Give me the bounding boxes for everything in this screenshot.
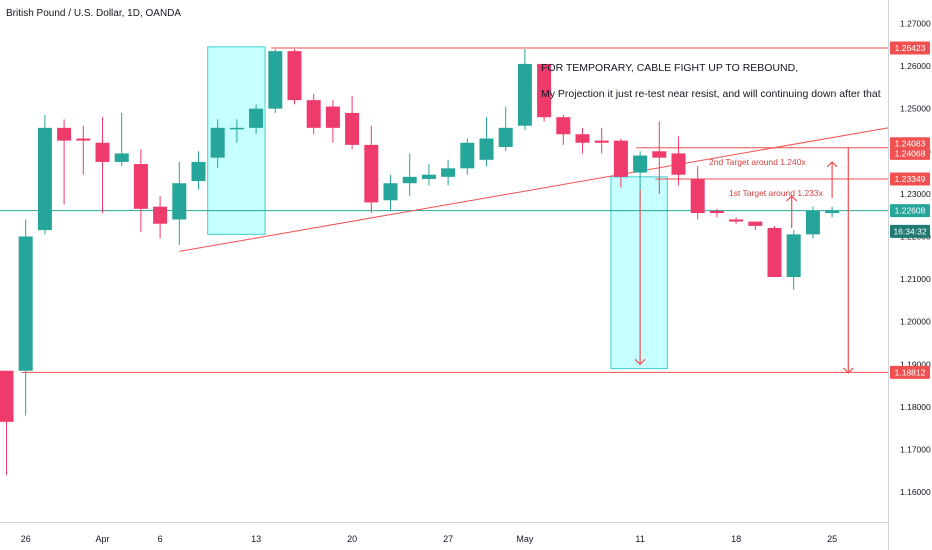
candle-body [383, 183, 398, 201]
candle-body [0, 370, 14, 422]
y-tick-label: 1.20000 [900, 317, 931, 327]
price-label-line: 1.26423 [890, 41, 930, 55]
candle-body [57, 127, 72, 141]
candle-body [498, 127, 513, 148]
x-tick-label: 26 [21, 534, 31, 544]
y-tick-label: 1.21000 [900, 274, 931, 284]
svg-text:1.24083: 1.24083 [895, 139, 926, 149]
candle-body [114, 153, 129, 162]
svg-text:1.26423: 1.26423 [895, 43, 926, 53]
candle-body [652, 151, 667, 158]
candle-body [709, 210, 724, 214]
x-tick-label: 25 [827, 534, 837, 544]
candle-body [479, 138, 494, 160]
candle-body [460, 142, 475, 169]
price-label-line: 1.24068 [890, 146, 930, 160]
y-tick-label: 1.16000 [900, 487, 931, 497]
candle-body [172, 183, 187, 220]
price-label-timer: 16:34:32 [890, 224, 930, 238]
candle-body [210, 127, 225, 158]
chart-title: British Pound / U.S. Dollar, 1D, OANDA [6, 8, 182, 19]
svg-text:1.24068: 1.24068 [895, 148, 926, 158]
svg-text:1.23349: 1.23349 [895, 174, 926, 184]
y-tick-label: 1.17000 [900, 445, 931, 455]
candle-body [287, 51, 302, 101]
x-tick-label: 13 [251, 534, 261, 544]
y-tick-label: 1.19000 [900, 359, 931, 369]
candle-body [671, 153, 686, 175]
candle-body [133, 164, 148, 209]
x-tick-label: 27 [443, 534, 453, 544]
candle-body [613, 140, 628, 177]
candle-body [556, 117, 571, 135]
highlight-box-may [610, 176, 668, 370]
candle-body [37, 127, 52, 231]
candle-body [594, 140, 609, 143]
candle-body [517, 63, 532, 126]
target-2-label: 2nd Target around 1.240x [709, 157, 806, 167]
candle-body [402, 176, 417, 184]
annotation-line-1: FOR TEMPORARY, CABLE FIGHT UP TO REBOUND… [541, 62, 799, 74]
x-tick-label: Apr [95, 534, 109, 544]
candle-body [825, 210, 840, 214]
candle-body [575, 134, 590, 143]
x-tick-label: 6 [158, 534, 163, 544]
x-tick-label: May [516, 534, 534, 544]
y-tick-label: 1.23000 [900, 189, 931, 199]
candle-body [229, 127, 244, 130]
candle-body [364, 144, 379, 203]
candle-body [767, 227, 782, 277]
candle-body [786, 234, 801, 277]
price-label-line: 1.23349 [890, 172, 930, 186]
candle-body [441, 168, 456, 177]
y-tick-label: 1.26000 [900, 61, 931, 71]
candle-body [729, 219, 744, 222]
trend-line [179, 127, 889, 252]
price-label-price: 1.22608 [890, 204, 930, 218]
target-1-label: 1st Target around 1.233x [729, 188, 823, 198]
candle-body [537, 63, 552, 118]
candle-body [76, 138, 91, 141]
price-label-line: 1.18812 [890, 365, 930, 379]
candle-body [690, 178, 705, 214]
candle-body [345, 112, 360, 145]
x-tick-label: 20 [347, 534, 357, 544]
y-tick-label: 1.25000 [900, 104, 931, 114]
candle-body [633, 155, 648, 173]
candle-body [306, 100, 321, 128]
arrow-up-target-2 [826, 161, 838, 199]
candle-body [249, 108, 264, 128]
candle-body [191, 161, 206, 182]
candle-body [153, 206, 168, 224]
candle-body [325, 106, 340, 128]
svg-text:16:34:32: 16:34:32 [893, 226, 926, 236]
arrow-down-projection-1 [634, 189, 646, 366]
x-tick-label: 18 [731, 534, 741, 544]
candle-body [268, 51, 283, 109]
arrow-up-target-1 [786, 195, 798, 228]
candle-body [748, 221, 763, 226]
arrow-down-projection-2 [842, 147, 854, 374]
candle-body [95, 142, 110, 162]
candle-body [421, 174, 436, 179]
svg-text:1.22608: 1.22608 [895, 206, 926, 216]
candle-body [18, 236, 33, 371]
svg-text:1.18812: 1.18812 [895, 367, 926, 377]
y-tick-label: 1.27000 [900, 18, 931, 28]
x-tick-label: 11 [635, 534, 644, 544]
annotation-line-2: My Projection it just re-test near resis… [541, 88, 881, 100]
candle-body [805, 210, 820, 235]
y-tick-label: 1.18000 [900, 402, 931, 412]
